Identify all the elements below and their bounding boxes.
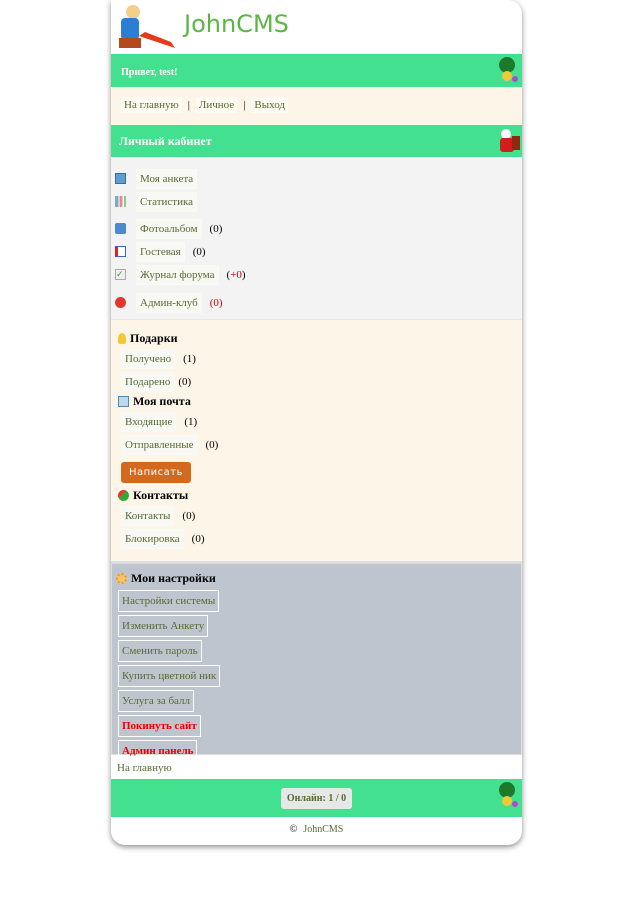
menu-count: (0) xyxy=(209,222,223,235)
link[interactable]: Входящие xyxy=(121,411,177,432)
mail-heading: Моя почта xyxy=(118,393,522,410)
greeting-bar: Привет, test! xyxy=(111,54,522,87)
menu-item-photo[interactable]: Фотоальбом (0) xyxy=(111,217,522,240)
gift-given[interactable]: Подарено (0) xyxy=(118,370,522,393)
settings-edit-profile[interactable]: Изменить Анкету xyxy=(118,615,209,637)
journal-icon: ✓ xyxy=(115,269,126,280)
contacts-blocked[interactable]: Блокировка (0) xyxy=(118,527,522,550)
menu-item-stats[interactable]: Статистика xyxy=(111,190,522,213)
personal-menu: Моя анкета Статистика Фотоальбом (0) Гост… xyxy=(111,157,522,320)
contacts-icon xyxy=(118,490,129,501)
guestbook-icon xyxy=(115,246,126,257)
journal-count: +0 xyxy=(230,268,242,281)
settings-point-service[interactable]: Услуга за балл xyxy=(118,690,195,712)
count: (0) xyxy=(191,532,205,545)
settings-admin-panel[interactable]: Админ панель xyxy=(118,740,198,762)
santa-icon xyxy=(500,129,520,152)
settings-buy-color-nick[interactable]: Купить цветной ник xyxy=(118,665,221,687)
menu-item-profile[interactable]: Моя анкета xyxy=(111,167,522,190)
menu-count: (+0) xyxy=(226,268,246,281)
gifts-heading: Подарки xyxy=(118,330,522,347)
christmas-tree-icon xyxy=(499,57,518,82)
mail-sent[interactable]: Отправленные (0) xyxy=(118,433,522,456)
nav-logout[interactable]: Выход xyxy=(251,97,288,113)
admin-club-icon xyxy=(115,297,126,308)
nav-home[interactable]: На главную xyxy=(121,97,182,113)
gear-icon xyxy=(116,573,127,584)
contacts-heading: Контакты xyxy=(118,487,522,504)
count: (0) xyxy=(205,438,219,451)
count: (1) xyxy=(183,352,196,365)
write-button[interactable]: Написать xyxy=(121,462,192,483)
menu-link[interactable]: Моя анкета xyxy=(136,168,198,189)
settings-heading: Мои настройки xyxy=(116,570,521,587)
heading-text: Контакты xyxy=(133,488,189,502)
site-brand[interactable]: JohnCMS xyxy=(184,10,289,38)
top-nav: На главную | Личное | Выход xyxy=(111,87,522,125)
snow-maiden-logo-icon[interactable] xyxy=(115,2,181,50)
section-title: Личный кабинет xyxy=(119,134,212,148)
section-title-bar: Личный кабинет xyxy=(111,125,522,157)
settings-system[interactable]: Настройки системы xyxy=(118,590,220,612)
nav-separator: | xyxy=(243,99,246,111)
christmas-tree-icon xyxy=(499,782,518,807)
link[interactable]: Получено xyxy=(121,348,176,369)
stats-icon xyxy=(115,196,126,207)
copyright-link[interactable]: JohnCMS xyxy=(303,824,344,835)
menu-count: (0) xyxy=(192,245,206,258)
page-container: JohnCMS Привет, test! На главную | Личное |… xyxy=(111,0,522,845)
settings-leave-site[interactable]: Покинуть сайт xyxy=(118,715,201,737)
count: (1) xyxy=(184,415,198,428)
nav-personal[interactable]: Личное xyxy=(195,97,238,113)
count: (0) xyxy=(182,509,196,522)
mail-icon xyxy=(118,396,129,407)
menu-count: (0) xyxy=(209,296,223,309)
gifts-mail-contacts: Подарки Получено (1) Подарено (0) Моя почт… xyxy=(111,320,522,563)
copyright: © JohnCMS xyxy=(111,817,522,842)
menu-item-admin-club[interactable]: Админ-клуб (0) xyxy=(111,291,522,314)
menu-link[interactable]: Фотоальбом xyxy=(136,218,202,239)
menu-link[interactable]: Гостевая xyxy=(136,241,185,262)
menu-link[interactable]: Статистика xyxy=(136,191,198,212)
photo-icon xyxy=(115,223,126,234)
profile-icon xyxy=(115,173,126,184)
header: JohnCMS xyxy=(111,0,522,54)
settings-change-password[interactable]: Сменить пароль xyxy=(118,640,202,662)
settings-block: Мои настройки Настройки системы Изменить… xyxy=(111,563,522,762)
link[interactable]: Отправленные xyxy=(121,434,198,455)
heading-text: Подарки xyxy=(130,331,178,345)
link[interactable]: Блокировка xyxy=(121,528,184,549)
contacts-list[interactable]: Контакты (0) xyxy=(118,504,522,527)
gift-received[interactable]: Получено (1) xyxy=(118,347,522,370)
menu-link[interactable]: Админ-клуб xyxy=(136,292,202,313)
heading-text: Мои настройки xyxy=(131,571,216,585)
gift-icon xyxy=(118,333,126,344)
mail-inbox[interactable]: Входящие (1) xyxy=(118,410,522,433)
menu-item-guestbook[interactable]: Гостевая (0) xyxy=(111,240,522,263)
link[interactable]: Контакты xyxy=(121,505,175,526)
menu-link[interactable]: Журнал форума xyxy=(136,264,219,285)
online-counter[interactable]: Онлайн: 1 / 0 xyxy=(280,787,353,809)
home-link[interactable]: На главную xyxy=(117,762,172,774)
heading-text: Моя почта xyxy=(133,394,191,408)
count: (0) xyxy=(178,375,192,388)
link[interactable]: Подарено xyxy=(121,371,175,392)
greeting-text: Привет, test! xyxy=(121,67,178,78)
menu-item-journal[interactable]: ✓ Журнал форума (+0) xyxy=(111,263,522,286)
footer-bar: Онлайн: 1 / 0 xyxy=(111,779,522,817)
nav-separator: | xyxy=(187,99,190,111)
copyright-symbol: © xyxy=(289,824,298,835)
